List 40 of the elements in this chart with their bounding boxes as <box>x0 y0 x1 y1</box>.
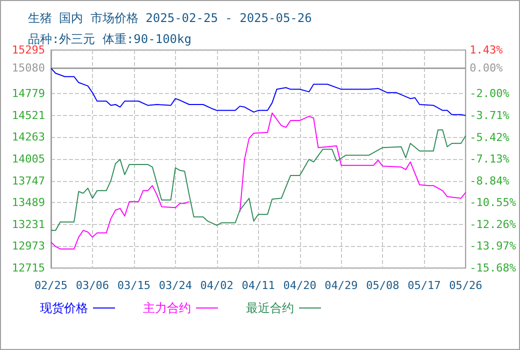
x-tick-label: 03/24 <box>158 279 192 292</box>
y2-tick-label: -13.97% <box>470 240 516 253</box>
x-tick-label: 05/26 <box>449 279 482 292</box>
y2-tick-label: -2.00% <box>470 87 510 100</box>
y2-tick-label: -8.84% <box>470 174 510 188</box>
chart-title: 生猪 国内 市场价格 2025-02-25 - 2025-05-26 <box>28 11 312 25</box>
x-tick-label: 05/17 <box>408 279 441 292</box>
y-tick-label: 15295 <box>12 44 45 56</box>
y-tick-label: 14263 <box>12 130 45 144</box>
x-tick-label: 02/25 <box>34 279 68 292</box>
y2-tick-label: -12.26% <box>470 218 516 231</box>
legend-label: 主力合约 <box>143 301 191 315</box>
y-tick-label: 13231 <box>12 218 45 231</box>
y-tick-label: 12973 <box>12 240 45 253</box>
y-tick-label: 12715 <box>12 262 45 274</box>
y-tick-label: 14779 <box>12 87 45 100</box>
line-series <box>50 68 466 116</box>
x-tick-label: 04/02 <box>200 279 234 292</box>
y2-tick-label: -7.13% <box>470 152 510 166</box>
y2-tick-label: 1.43% <box>470 44 504 56</box>
legend-label: 最近合约 <box>246 301 294 315</box>
y-tick-label: 14005 <box>12 152 45 166</box>
x-tick-label: 05/08 <box>366 279 400 292</box>
x-tick-label: 03/15 <box>117 279 150 292</box>
y2-tick-label: 0.00% <box>470 62 504 75</box>
y-tick-label: 15080 <box>12 62 45 75</box>
x-tick-label: 04/20 <box>283 279 316 292</box>
y2-tick-label: -5.42% <box>470 130 510 144</box>
chart-subtitle: 品种:外三元 体重:90-100kg <box>28 32 192 46</box>
y2-tick-label: -15.68% <box>470 262 516 274</box>
y2-tick-label: -10.55% <box>470 196 516 210</box>
line-series <box>50 129 466 231</box>
legend-label: 现货价格 <box>40 301 88 315</box>
x-tick-label: 04/11 <box>242 279 275 292</box>
x-tick-label: 03/06 <box>76 279 110 292</box>
x-tick-label: 04/29 <box>324 279 358 292</box>
y-tick-label: 13747 <box>12 174 45 188</box>
y2-tick-label: -3.71% <box>470 108 510 122</box>
y-tick-label: 14521 <box>12 108 45 122</box>
y-tick-label: 13489 <box>12 196 45 210</box>
